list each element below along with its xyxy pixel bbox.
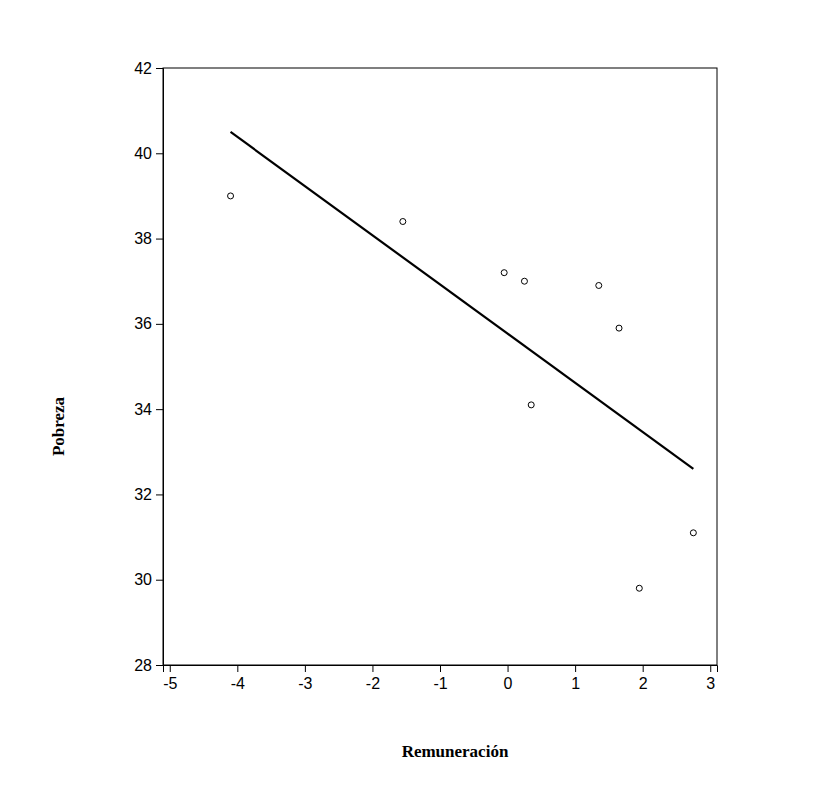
x-tick-label: 0 — [504, 675, 513, 692]
x-tick-label: -3 — [298, 675, 312, 692]
x-tick-label: -2 — [366, 675, 380, 692]
y-axis: 28 30 32 34 36 38 40 42 — [134, 60, 163, 674]
x-tick: -3 — [298, 665, 312, 692]
x-tick-label: -4 — [231, 675, 245, 692]
point — [636, 585, 642, 591]
x-tick-label: 2 — [639, 675, 648, 692]
x-tick: 2 — [639, 665, 648, 692]
point — [616, 325, 622, 331]
x-tick-label: -1 — [433, 675, 447, 692]
y-tick-label: 34 — [134, 401, 152, 418]
y-tick-label: 40 — [134, 145, 152, 162]
y-tick-mark — [156, 68, 163, 69]
y-tick: 40 — [134, 145, 163, 162]
y-tick: 42 — [134, 60, 163, 77]
point — [690, 530, 696, 536]
x-axis-line — [164, 666, 718, 673]
x-tick-mark — [508, 665, 509, 672]
regression-line — [231, 132, 694, 469]
x-axis-title: Remuneración — [402, 742, 509, 761]
x-tick-mark — [170, 665, 171, 672]
point — [501, 270, 507, 276]
y-tick-label: 42 — [134, 60, 152, 77]
x-tick-mark — [643, 665, 644, 672]
y-tick-mark — [156, 153, 163, 154]
plot-frame — [163, 68, 717, 665]
point — [596, 282, 602, 288]
x-axis: -5 -4 -3 -2 -1 0 1 2 3 — [163, 665, 717, 692]
x-tick-mark — [575, 665, 576, 672]
x-tick-mark — [305, 665, 306, 672]
x-tick-mark — [237, 665, 238, 672]
y-tick-mark — [156, 409, 163, 410]
y-tick-mark — [156, 239, 163, 240]
chart: -5 -4 -3 -2 -1 0 1 2 3 28 30 32 34 36 38 40 42 Remuneraci… — [0, 0, 817, 810]
plot: -5 -4 -3 -2 -1 0 1 2 3 28 30 32 34 36 38 40 42 — [134, 60, 717, 693]
x-tick-label: 1 — [571, 675, 580, 692]
y-tick: 32 — [134, 486, 163, 503]
y-tick-mark — [156, 494, 163, 495]
x-tick: -5 — [163, 665, 177, 692]
y-tick-mark — [156, 665, 163, 666]
x-tick: -4 — [231, 665, 245, 692]
y-tick: 28 — [134, 657, 163, 674]
y-tick-mark — [156, 324, 163, 325]
point — [400, 219, 406, 225]
y-tick: 38 — [134, 230, 163, 247]
point — [528, 402, 534, 408]
x-tick: -1 — [433, 665, 447, 692]
x-tick: 0 — [504, 665, 513, 692]
y-tick: 34 — [134, 401, 163, 418]
x-tick: 1 — [571, 665, 580, 692]
y-tick-label: 38 — [134, 230, 152, 247]
point — [228, 193, 234, 199]
y-tick-label: 30 — [134, 571, 152, 588]
y-tick-mark — [156, 580, 163, 581]
y-tick-label: 36 — [134, 315, 152, 332]
y-axis-title: Pobreza — [49, 396, 68, 456]
marks — [228, 132, 697, 591]
x-tick-mark — [440, 665, 441, 672]
point — [521, 278, 527, 284]
x-tick-label: 3 — [706, 675, 715, 692]
y-tick-label: 28 — [134, 657, 152, 674]
y-axis-line — [156, 69, 164, 666]
x-tick-label: -5 — [163, 675, 177, 692]
x-tick: 3 — [706, 665, 715, 692]
x-tick-mark — [710, 665, 711, 672]
x-tick-mark — [372, 665, 373, 672]
y-tick-label: 32 — [134, 486, 152, 503]
x-tick: -2 — [366, 665, 380, 692]
y-tick: 36 — [134, 315, 163, 332]
y-tick: 30 — [134, 571, 163, 588]
